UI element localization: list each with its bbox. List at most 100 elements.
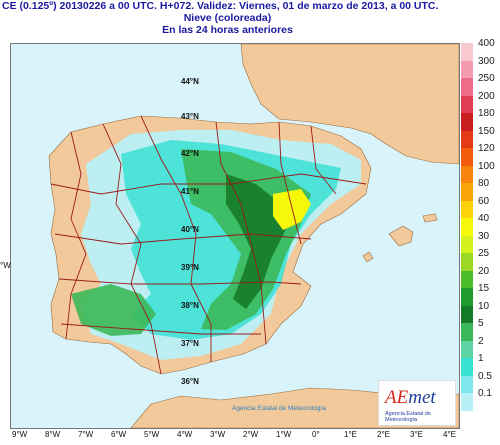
- legend-swatch: [461, 43, 473, 61]
- legend-swatch: [461, 393, 473, 411]
- lat-label-37: 37°N: [181, 339, 199, 348]
- legend-label: 25: [478, 248, 490, 259]
- mallorca-land: [388, 225, 414, 247]
- snow-area-darkgreen: [226, 174, 286, 309]
- lon-label-2w: 2°W: [243, 430, 259, 439]
- lon-label-2e: 2°E: [377, 430, 390, 439]
- legend-swatch: [461, 165, 473, 183]
- legend-row: 15: [461, 283, 500, 306]
- legend-label: 60: [478, 195, 490, 207]
- legend-row: 5: [461, 318, 500, 341]
- legend-swatch: [461, 340, 473, 358]
- lon-label-3e: 3°E: [410, 430, 423, 439]
- legend-row: 300: [461, 56, 500, 78]
- legend-label: 200: [478, 90, 495, 102]
- variable-title: Nieve (coloreada): [183, 12, 272, 24]
- legend-swatch: [461, 78, 473, 96]
- legend-label: 250: [478, 73, 495, 84]
- legend-row: 200: [461, 91, 500, 113]
- legend-swatch: [461, 375, 473, 393]
- legend-row: 0.1: [461, 388, 500, 411]
- lon-label-9w: 9°W: [12, 430, 28, 439]
- legend-row: 10: [461, 301, 500, 323]
- legend-swatch: [461, 183, 473, 201]
- lon-label-1e: 1°E: [344, 430, 357, 439]
- legend-swatch: [461, 200, 473, 218]
- lon-label-8w: 8°W: [45, 430, 61, 439]
- legend-row: 180: [461, 108, 500, 131]
- legend-label: 0.1: [478, 388, 492, 399]
- snow-area-south: [71, 284, 156, 336]
- legend-row: 40: [461, 213, 500, 236]
- legend-swatch: [461, 253, 473, 271]
- legend-label: 180: [478, 108, 495, 119]
- legend-row: 100: [461, 161, 500, 183]
- map-header: CE (0.125º) 20130226 a 00 UTC. H+072. Va…: [0, 0, 455, 36]
- legend-row: 400: [461, 38, 500, 61]
- france-land: [240, 44, 459, 165]
- legend-swatch: [461, 148, 473, 166]
- legend-row: 2: [461, 336, 500, 358]
- agency-credit: Agencia Estatal de Meteorología: [232, 405, 326, 412]
- iberia-map-svg: 44°N 43°N 42°N 41°N 40°N 39°N 38°N 37°N …: [48, 44, 459, 428]
- legend-label: 80: [478, 178, 490, 189]
- period-title: En las 24 horas anteriores: [162, 24, 293, 36]
- province-borders: [50, 115, 367, 375]
- legend-label: 0.5: [478, 370, 492, 382]
- lon-label-0: 0°: [312, 430, 320, 439]
- legend-row: 80: [461, 178, 500, 201]
- lon-label-7w: 7°W: [78, 430, 94, 439]
- legend-swatch: [461, 130, 473, 148]
- ibiza-land: [362, 251, 374, 263]
- lat-label-38: 38°N: [181, 301, 199, 310]
- legend-row: 60: [461, 196, 500, 218]
- lon-label-1w: 1°W: [276, 430, 292, 439]
- africa-land: [130, 387, 459, 428]
- lat-label-39: 39°N: [181, 263, 199, 272]
- legend-label: 120: [478, 143, 495, 154]
- legend-label: 1: [478, 353, 484, 364]
- lat-label-41: 41°N: [181, 187, 199, 196]
- legend-row: 25: [461, 248, 500, 271]
- legend-label: 300: [478, 55, 495, 67]
- legend-label: 150: [478, 125, 495, 137]
- lon-label-6w: 6°W: [111, 430, 127, 439]
- legend-row: 250: [461, 73, 500, 96]
- legend-swatch: [461, 218, 473, 236]
- legend-label: 2: [478, 335, 484, 347]
- legend-swatch: [461, 113, 473, 131]
- legend-row: 20: [461, 266, 500, 288]
- legend-label: 30: [478, 230, 490, 242]
- lon-label-3w: 3°W: [210, 430, 226, 439]
- lon-label-4e: 4°E: [443, 430, 456, 439]
- forecast-title: CE (0.125º) 20130226 a 00 UTC. H+072. Va…: [2, 0, 439, 12]
- legend-label: 40: [478, 213, 490, 224]
- legend-swatch: [461, 305, 473, 323]
- legend-row: 1: [461, 353, 500, 376]
- legend-swatch: [461, 60, 473, 78]
- legend-swatch: [461, 288, 473, 306]
- legend-row: 0.5: [461, 371, 500, 393]
- aemet-logo: AEmet Agencia Estatal de Meteorología: [378, 380, 456, 426]
- logo-subtitle: Agencia Estatal de Meteorología: [385, 411, 431, 423]
- legend-row: 30: [461, 231, 500, 253]
- logo-wordmark: AEmet: [385, 387, 436, 408]
- lon-label-5w: 5°W: [144, 430, 160, 439]
- legend-label: 20: [478, 265, 490, 277]
- legend-label: 10: [478, 300, 490, 312]
- lat-label-36: 36°N: [181, 377, 199, 386]
- legend-label: 400: [478, 38, 495, 49]
- legend-swatch: [461, 270, 473, 288]
- lat-label-40: 40°N: [181, 225, 199, 234]
- legend-row: 150: [461, 126, 500, 148]
- legend-label: 5: [478, 318, 484, 329]
- legend-label: 15: [478, 283, 490, 294]
- precipitation-map[interactable]: 44°N 43°N 42°N 41°N 40°N 39°N 38°N 37°N …: [10, 43, 460, 429]
- lat-label-43: 43°N: [181, 112, 199, 121]
- legend-row: 120: [461, 143, 500, 166]
- latitude-labels: 44°N 43°N 42°N 41°N 40°N 39°N 38°N 37°N …: [181, 77, 199, 386]
- menorca-land: [422, 213, 438, 223]
- lon-label-4w: 4°W: [177, 430, 193, 439]
- legend-swatch: [461, 235, 473, 253]
- color-legend: 400 300 250 200 180 150 120 100 80 60 40 30 25 20 15 10…: [461, 38, 500, 411]
